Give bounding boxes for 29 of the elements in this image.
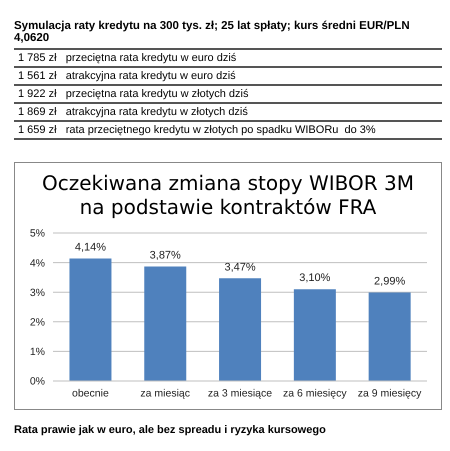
y-tick-label: 3% bbox=[30, 286, 45, 299]
data-label: 4,14% bbox=[74, 241, 106, 254]
text: 1 869 zł atrakcyjna rata kredytu w złotych dziś bbox=[14, 102, 442, 120]
bar bbox=[144, 266, 186, 381]
bar bbox=[219, 278, 262, 381]
text: 1 922 zł przeciętna rata kredytu w złotych dziś bbox=[14, 84, 442, 102]
text: 1 561 zł atrakcyjna rata kredytu w euro dziś bbox=[14, 66, 442, 84]
data-label: 2,99% bbox=[374, 275, 406, 288]
data-label: 3,47% bbox=[224, 261, 256, 274]
y-tick-label: 4% bbox=[30, 257, 45, 270]
chart-title: Oczekiwana zmiana stopy WIBOR 3M na podstawie kontraktów FRA bbox=[40, 171, 416, 219]
y-tick-label: 2% bbox=[30, 316, 45, 329]
bar bbox=[294, 289, 336, 381]
y-tick-label: 0% bbox=[30, 376, 45, 388]
text: Rata prawie jak w euro, ale bez spreadu i ryzyka kursowego bbox=[14, 424, 327, 436]
x-tick-label: obecnie bbox=[72, 387, 109, 400]
text: 1 785 zł przeciętna rata kredytu w euro dziś bbox=[14, 48, 442, 66]
bar bbox=[368, 292, 411, 381]
x-tick-label: za miesiąc bbox=[140, 387, 190, 400]
x-tick-label: za 6 miesięcy bbox=[282, 387, 348, 400]
y-tick-label: 5% bbox=[30, 228, 45, 240]
data-label: 3,10% bbox=[299, 272, 331, 284]
text: 1 659 zł rata przeciętnego kredytu w złotych po spadku WIBORu do 3% bbox=[14, 120, 442, 140]
text: Symulacja raty kredytu na 300 tys. zł; 25 lat spłaty; kurs średni EUR/PLN 4,0620 bbox=[14, 20, 411, 44]
bar bbox=[69, 258, 112, 381]
y-tick-label: 1% bbox=[30, 346, 45, 358]
x-tick-label: za 9 miesięcy bbox=[358, 387, 422, 400]
x-tick-label: za 3 miesiące bbox=[208, 387, 272, 400]
data-label: 3,87% bbox=[150, 249, 182, 262]
